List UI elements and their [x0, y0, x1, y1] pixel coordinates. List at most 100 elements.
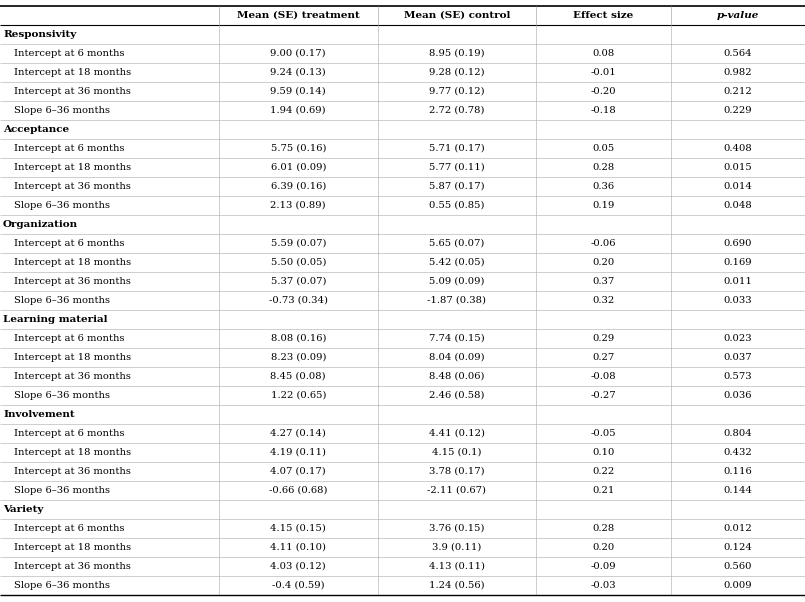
Text: Intercept at 6 months: Intercept at 6 months [14, 429, 125, 438]
Text: 3.76 (0.15): 3.76 (0.15) [429, 524, 485, 533]
Text: 5.65 (0.07): 5.65 (0.07) [429, 239, 485, 248]
Text: 0.55 (0.85): 0.55 (0.85) [429, 201, 485, 210]
Text: 1.24 (0.56): 1.24 (0.56) [429, 581, 485, 590]
Text: 7.74 (0.15): 7.74 (0.15) [429, 334, 485, 343]
Text: Mean (SE) treatment: Mean (SE) treatment [237, 11, 360, 20]
Text: Acceptance: Acceptance [3, 125, 69, 134]
Text: 0.20: 0.20 [592, 543, 614, 552]
Text: 0.011: 0.011 [724, 277, 752, 286]
Text: 8.23 (0.09): 8.23 (0.09) [270, 353, 326, 362]
Text: Slope 6–36 months: Slope 6–36 months [14, 296, 110, 305]
Text: -0.73 (0.34): -0.73 (0.34) [269, 296, 328, 305]
Text: 9.00 (0.17): 9.00 (0.17) [270, 49, 326, 58]
Text: Variety: Variety [3, 505, 43, 514]
Text: Intercept at 36 months: Intercept at 36 months [14, 467, 131, 476]
Text: 5.59 (0.07): 5.59 (0.07) [270, 239, 326, 248]
Text: 0.012: 0.012 [724, 524, 752, 533]
Text: 0.564: 0.564 [724, 49, 752, 58]
Text: -0.03: -0.03 [591, 581, 616, 590]
Text: 0.28: 0.28 [592, 163, 614, 172]
Text: Intercept at 18 months: Intercept at 18 months [14, 448, 131, 457]
Text: 5.42 (0.05): 5.42 (0.05) [429, 258, 485, 267]
Text: Intercept at 18 months: Intercept at 18 months [14, 68, 131, 77]
Text: 3.9 (0.11): 3.9 (0.11) [432, 543, 481, 552]
Text: Learning material: Learning material [3, 315, 108, 324]
Text: 4.41 (0.12): 4.41 (0.12) [429, 429, 485, 438]
Text: 4.27 (0.14): 4.27 (0.14) [270, 429, 326, 438]
Text: Slope 6–36 months: Slope 6–36 months [14, 391, 110, 400]
Text: 5.75 (0.16): 5.75 (0.16) [270, 144, 326, 153]
Text: Intercept at 18 months: Intercept at 18 months [14, 353, 131, 362]
Text: 0.229: 0.229 [724, 106, 752, 115]
Text: 4.11 (0.10): 4.11 (0.10) [270, 543, 326, 552]
Text: Effect size: Effect size [573, 11, 634, 20]
Text: Intercept at 36 months: Intercept at 36 months [14, 87, 131, 96]
Text: 4.15 (0.1): 4.15 (0.1) [432, 448, 481, 457]
Text: Slope 6–36 months: Slope 6–36 months [14, 581, 110, 590]
Text: 8.08 (0.16): 8.08 (0.16) [270, 334, 326, 343]
Text: 5.37 (0.07): 5.37 (0.07) [270, 277, 326, 286]
Text: 0.560: 0.560 [724, 562, 752, 571]
Text: 6.01 (0.09): 6.01 (0.09) [270, 163, 326, 172]
Text: Intercept at 6 months: Intercept at 6 months [14, 334, 125, 343]
Text: Involvement: Involvement [3, 410, 75, 419]
Text: 4.13 (0.11): 4.13 (0.11) [429, 562, 485, 571]
Text: 1.22 (0.65): 1.22 (0.65) [270, 391, 326, 400]
Text: Intercept at 18 months: Intercept at 18 months [14, 543, 131, 552]
Text: 0.22: 0.22 [592, 467, 614, 476]
Text: 2.46 (0.58): 2.46 (0.58) [429, 391, 485, 400]
Text: 2.72 (0.78): 2.72 (0.78) [429, 106, 485, 115]
Text: 4.15 (0.15): 4.15 (0.15) [270, 524, 326, 533]
Text: 0.10: 0.10 [592, 448, 614, 457]
Text: 0.408: 0.408 [724, 144, 752, 153]
Text: 4.03 (0.12): 4.03 (0.12) [270, 562, 326, 571]
Text: Intercept at 6 months: Intercept at 6 months [14, 239, 125, 248]
Text: 9.28 (0.12): 9.28 (0.12) [429, 68, 485, 77]
Text: Slope 6–36 months: Slope 6–36 months [14, 201, 110, 210]
Text: 0.27: 0.27 [592, 353, 614, 362]
Text: 5.71 (0.17): 5.71 (0.17) [429, 144, 485, 153]
Text: Responsivity: Responsivity [3, 30, 76, 39]
Text: -0.27: -0.27 [591, 391, 616, 400]
Text: Slope 6–36 months: Slope 6–36 months [14, 106, 110, 115]
Text: 0.32: 0.32 [592, 296, 614, 305]
Text: 4.19 (0.11): 4.19 (0.11) [270, 448, 326, 457]
Text: -0.18: -0.18 [591, 106, 616, 115]
Text: 0.009: 0.009 [724, 581, 752, 590]
Text: -2.11 (0.67): -2.11 (0.67) [427, 486, 486, 495]
Text: Intercept at 36 months: Intercept at 36 months [14, 562, 131, 571]
Text: 0.048: 0.048 [724, 201, 752, 210]
Text: Intercept at 36 months: Intercept at 36 months [14, 182, 131, 191]
Text: Intercept at 36 months: Intercept at 36 months [14, 372, 131, 381]
Text: Intercept at 36 months: Intercept at 36 months [14, 277, 131, 286]
Text: 0.037: 0.037 [724, 353, 752, 362]
Text: -0.05: -0.05 [591, 429, 616, 438]
Text: 5.77 (0.11): 5.77 (0.11) [429, 163, 485, 172]
Text: 1.94 (0.69): 1.94 (0.69) [270, 106, 326, 115]
Text: 0.804: 0.804 [724, 429, 752, 438]
Text: 0.05: 0.05 [592, 144, 614, 153]
Text: 0.144: 0.144 [723, 486, 753, 495]
Text: 9.77 (0.12): 9.77 (0.12) [429, 87, 485, 96]
Text: 8.04 (0.09): 8.04 (0.09) [429, 353, 485, 362]
Text: -0.66 (0.68): -0.66 (0.68) [269, 486, 328, 495]
Text: Organization: Organization [3, 220, 78, 229]
Text: 8.48 (0.06): 8.48 (0.06) [429, 372, 485, 381]
Text: 0.036: 0.036 [724, 391, 752, 400]
Text: 9.24 (0.13): 9.24 (0.13) [270, 68, 326, 77]
Text: 0.21: 0.21 [592, 486, 614, 495]
Text: 0.023: 0.023 [724, 334, 752, 343]
Text: -0.4 (0.59): -0.4 (0.59) [272, 581, 324, 590]
Text: -0.09: -0.09 [591, 562, 616, 571]
Text: 0.29: 0.29 [592, 334, 614, 343]
Text: -0.08: -0.08 [591, 372, 616, 381]
Text: 0.169: 0.169 [724, 258, 752, 267]
Text: 0.116: 0.116 [724, 467, 752, 476]
Text: 0.37: 0.37 [592, 277, 614, 286]
Text: Intercept at 18 months: Intercept at 18 months [14, 163, 131, 172]
Text: 0.033: 0.033 [724, 296, 752, 305]
Text: p-value: p-value [716, 11, 759, 20]
Text: 6.39 (0.16): 6.39 (0.16) [270, 182, 326, 191]
Text: 2.13 (0.89): 2.13 (0.89) [270, 201, 326, 210]
Text: 9.59 (0.14): 9.59 (0.14) [270, 87, 326, 96]
